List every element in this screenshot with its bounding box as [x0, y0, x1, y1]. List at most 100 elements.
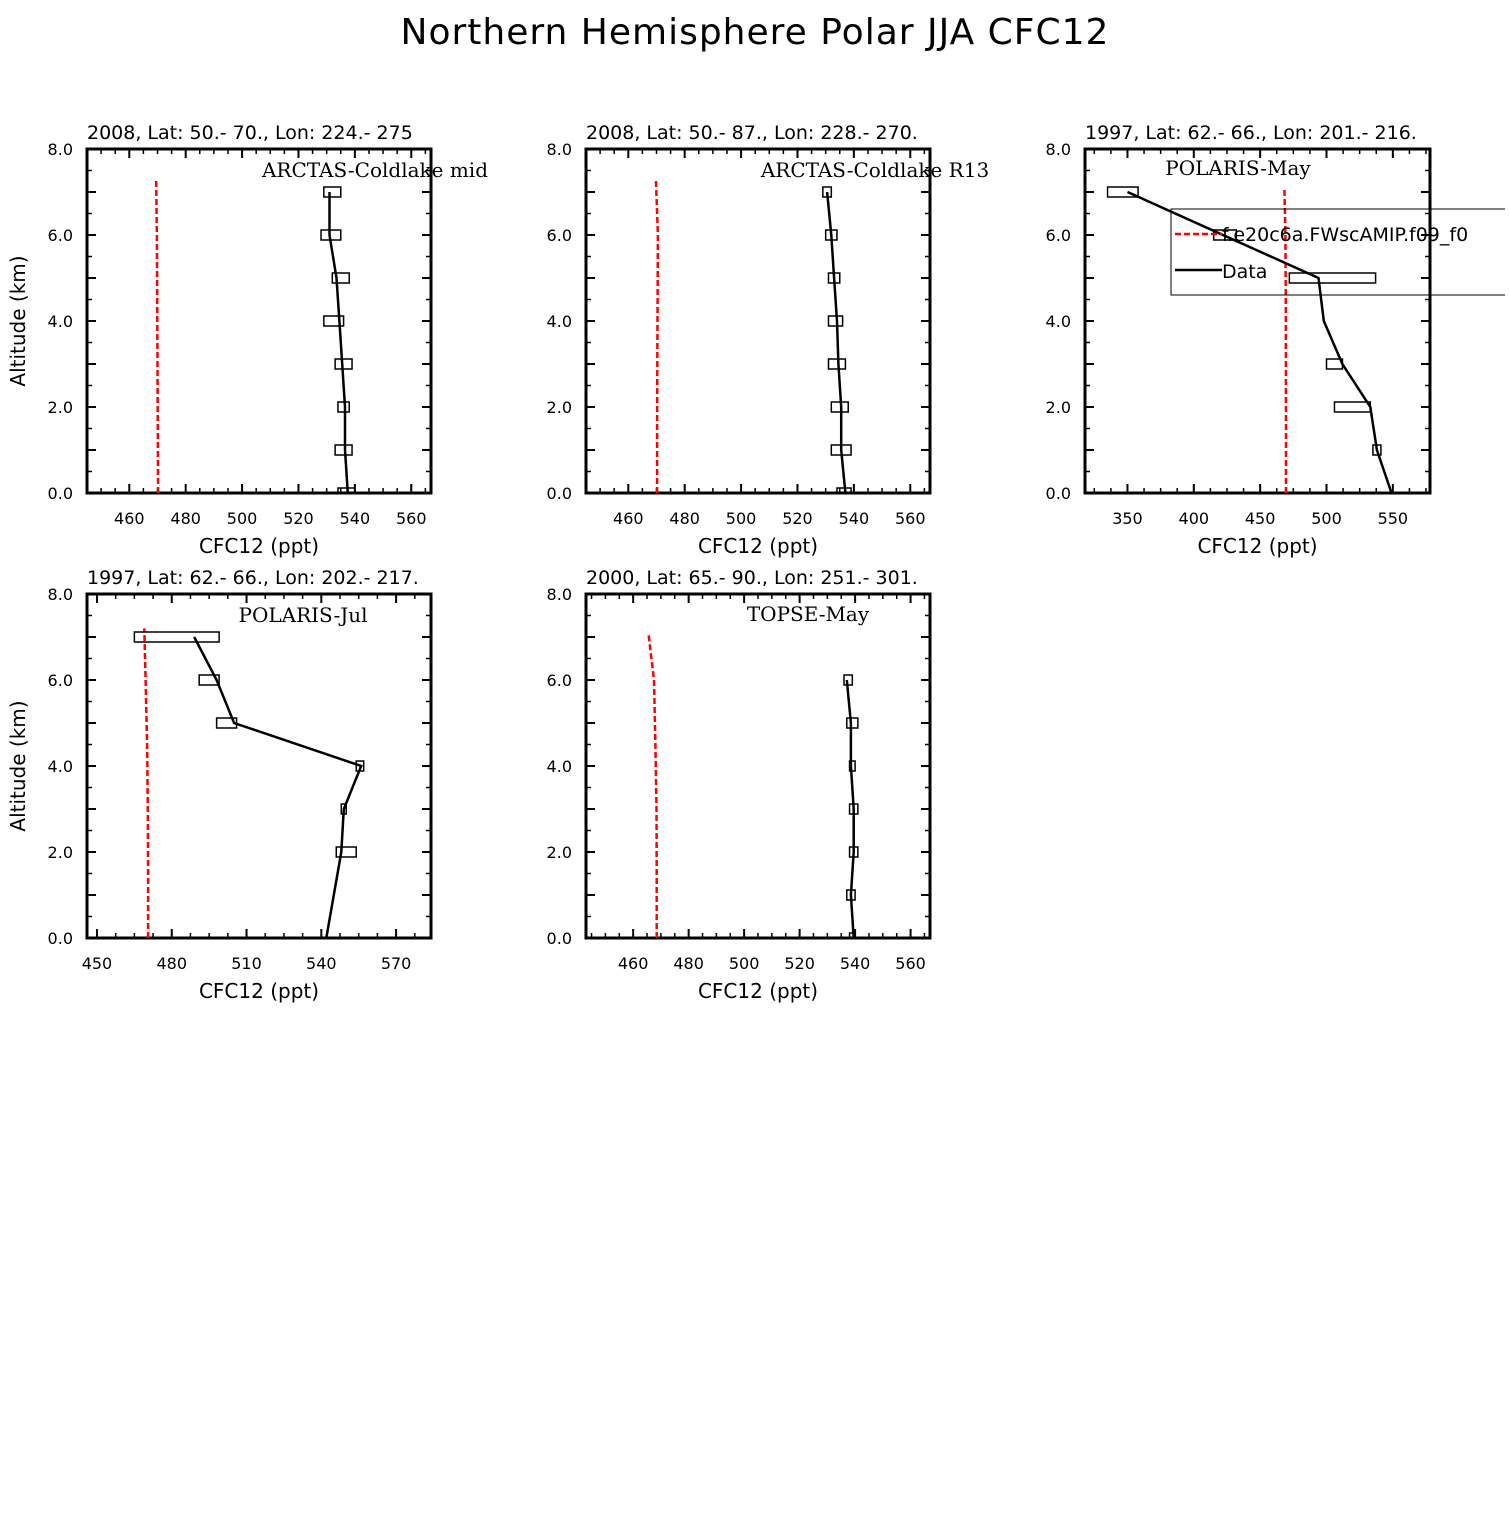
model-series-line: [654, 179, 660, 493]
plot-area: [154, 179, 356, 493]
y-tick-label: 6.0: [48, 226, 73, 245]
y-tick-label: 4.0: [547, 312, 572, 331]
x-tick-label: 480: [170, 509, 201, 528]
x-tick-label: 560: [895, 954, 926, 973]
y-tick-label: 2.0: [547, 843, 572, 862]
chart-panel-2: 2008, Lat: 50.- 87., Lon: 228.- 270. 460 4…: [547, 122, 990, 558]
data-range-box: [1288, 272, 1377, 284]
x-axis-label: CFC12 (ppt): [698, 534, 818, 558]
x-axis-label: CFC12 (ppt): [1197, 534, 1317, 558]
y-tick-label: 0.0: [547, 484, 572, 503]
chart-panel-5: 2000, Lat: 65.- 90., Lon: 251.- 301. 460 4…: [547, 567, 932, 1003]
x-tick-label: 520: [283, 509, 314, 528]
panel-title: 2008, Lat: 50.- 87., Lon: 228.- 270.: [586, 122, 918, 144]
model-series-line: [143, 628, 150, 938]
y-tick-label: 8.0: [547, 140, 572, 159]
x-tick-label: 550: [1378, 509, 1409, 528]
plot-frame: [584, 147, 932, 495]
plot-frame: [85, 147, 433, 495]
x-tick-label: 500: [227, 509, 258, 528]
figure-title: Northern Hemisphere Polar JJA CFC12: [400, 12, 1110, 53]
data-series-line: [193, 636, 363, 938]
chart-panel-4: 1997, Lat: 62.- 66., Lon: 202.- 217. 450 4…: [6, 567, 433, 1003]
y-tick-label: 4.0: [48, 757, 73, 776]
x-tick-label: 540: [306, 954, 337, 973]
x-tick-label: 520: [784, 954, 815, 973]
y-tick-label: 0.0: [48, 484, 73, 503]
data-range-box: [846, 717, 859, 729]
legend-data-label: Data: [1222, 261, 1267, 283]
data-range-box: [133, 631, 220, 643]
x-tick-label: 480: [669, 509, 700, 528]
panel-title: 2000, Lat: 65.- 90., Lon: 251.- 301.: [586, 567, 918, 589]
plot-frame: [584, 592, 932, 940]
x-tick-label: 460: [618, 954, 649, 973]
y-tick-label: 2.0: [1046, 398, 1071, 417]
x-tick-label: 570: [381, 954, 412, 973]
x-tick-label: 480: [156, 954, 187, 973]
x-tick-label: 540: [340, 509, 371, 528]
legend-model-label: f.e20c6a.FWscAMIP.f09_f0: [1222, 224, 1468, 246]
y-tick-label: 8.0: [547, 585, 572, 604]
x-tick-label: 500: [1311, 509, 1342, 528]
chart-panel-1: 2008, Lat: 50.- 70., Lon: 224.- 275 460 48…: [6, 122, 488, 558]
x-tick-label: 480: [673, 954, 704, 973]
campaign-label: ARCTAS-Coldlake R13: [760, 158, 989, 182]
y-tick-label: 4.0: [1046, 312, 1071, 331]
x-axis-label: CFC12 (ppt): [199, 979, 319, 1003]
legend: f.e20c6a.FWscAMIP.f09_f0 Data: [1170, 208, 1505, 296]
campaign-label: ARCTAS-Coldlake mid: [261, 158, 488, 182]
y-tick-label: 2.0: [48, 398, 73, 417]
y-tick-label: 0.0: [547, 929, 572, 948]
y-axis-label: Altitude (km): [6, 255, 30, 386]
x-tick-label: 350: [1112, 509, 1143, 528]
campaign-label: POLARIS-Jul: [238, 603, 367, 627]
x-tick-label: 540: [839, 509, 870, 528]
x-axis-label: CFC12 (ppt): [199, 534, 319, 558]
plot-area: [654, 179, 852, 493]
x-axis-label: CFC12 (ppt): [698, 979, 818, 1003]
x-tick-label: 510: [231, 954, 262, 973]
x-tick-label: 450: [1245, 509, 1276, 528]
y-tick-label: 6.0: [1046, 226, 1071, 245]
x-tick-label: 500: [729, 954, 760, 973]
plot-area: [133, 628, 365, 938]
x-tick-label: 560: [396, 509, 427, 528]
chart-panel-3: 1997, Lat: 62.- 66., Lon: 201.- 216. 350 4…: [1046, 122, 1505, 558]
plot-area: [647, 632, 859, 938]
y-tick-label: 6.0: [547, 671, 572, 690]
plot-area: [1106, 186, 1393, 493]
x-tick-label: 540: [840, 954, 871, 973]
y-tick-label: 2.0: [547, 398, 572, 417]
data-range-box: [323, 186, 342, 198]
data-range-box: [335, 846, 357, 858]
panel-title: 1997, Lat: 62.- 66., Lon: 202.- 217.: [87, 567, 419, 589]
data-series-line: [1126, 190, 1393, 493]
campaign-label: TOPSE-May: [747, 602, 870, 626]
y-tick-label: 8.0: [48, 585, 73, 604]
data-range-box: [331, 272, 350, 284]
campaign-label: POLARIS-May: [1165, 156, 1311, 180]
x-tick-label: 460: [613, 509, 644, 528]
model-series-line: [1283, 187, 1288, 493]
y-tick-label: 0.0: [48, 929, 73, 948]
data-series-line: [328, 192, 350, 493]
data-range-box: [323, 315, 345, 327]
y-tick-label: 6.0: [547, 226, 572, 245]
model-series-line: [647, 632, 658, 938]
data-range-box: [827, 358, 847, 370]
data-range-box: [1333, 401, 1372, 413]
plot-frame: [85, 592, 433, 940]
y-tick-label: 0.0: [1046, 484, 1071, 503]
data-series-line: [845, 679, 855, 938]
y-tick-label: 8.0: [48, 140, 73, 159]
data-series-line: [825, 191, 847, 493]
x-tick-label: 400: [1179, 509, 1210, 528]
x-tick-label: 520: [782, 509, 813, 528]
y-tick-label: 2.0: [48, 843, 73, 862]
plot-frame: [1083, 147, 1432, 495]
x-tick-label: 500: [726, 509, 757, 528]
panel-title: 2008, Lat: 50.- 70., Lon: 224.- 275: [87, 122, 413, 144]
